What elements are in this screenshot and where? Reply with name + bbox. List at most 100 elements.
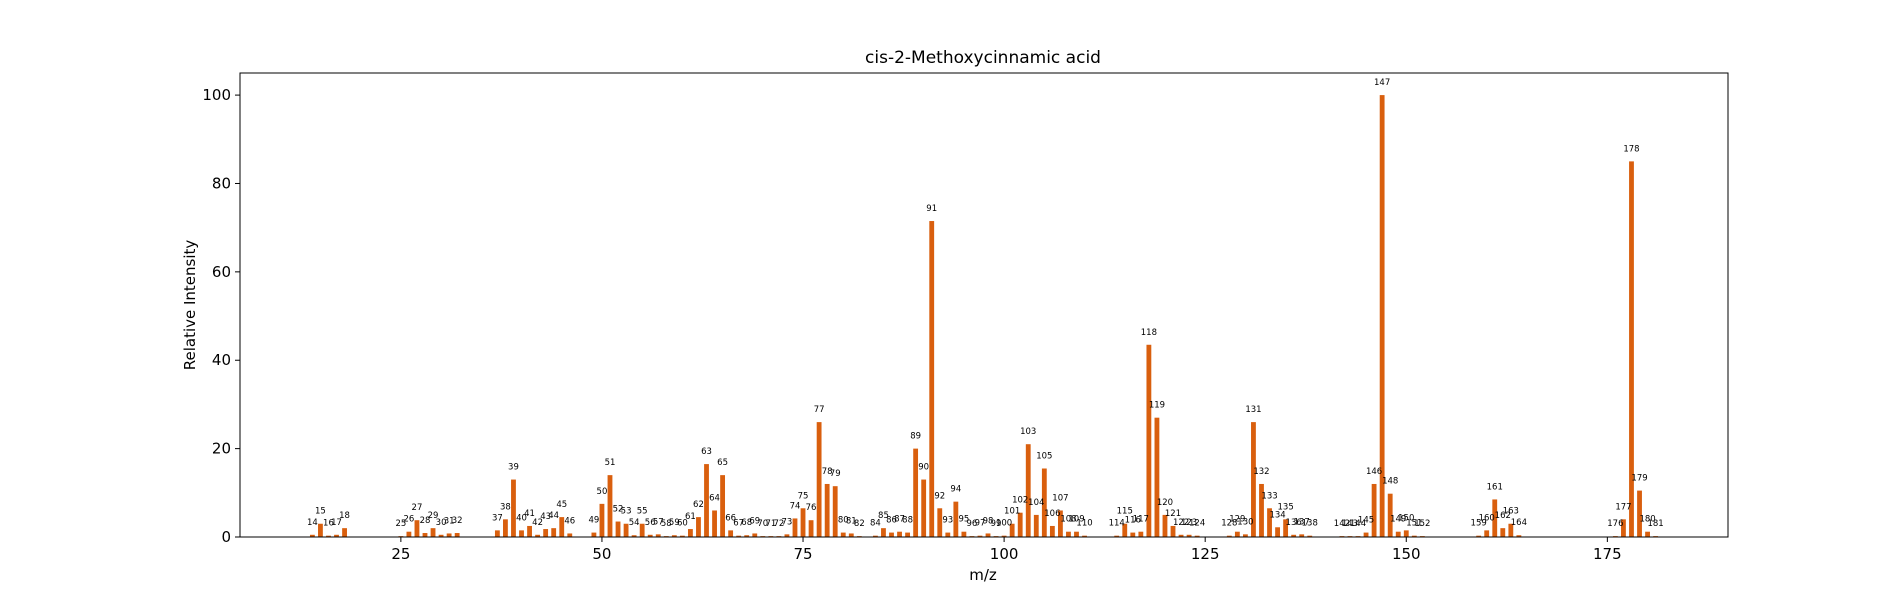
bar-label-mz-138: 138 — [1302, 519, 1318, 529]
bar-label-mz-152: 152 — [1414, 519, 1430, 529]
bar-mz-60 — [679, 535, 685, 537]
bar-label-mz-162: 162 — [1495, 511, 1511, 521]
bar-label-mz-77: 77 — [814, 405, 825, 415]
bar-label-mz-99: 99 — [991, 519, 1002, 529]
bar-label-mz-143: 143 — [1342, 519, 1358, 529]
bar-label-mz-54: 54 — [629, 518, 640, 528]
bar-label-mz-38: 38 — [500, 502, 511, 512]
bar-mz-93 — [945, 532, 951, 537]
bar-mz-40 — [519, 530, 524, 537]
bar-label-mz-179: 179 — [1631, 474, 1647, 484]
bar-label-mz-53: 53 — [621, 507, 632, 517]
bar-label-mz-144: 144 — [1350, 519, 1366, 529]
bar-label-mz-135: 135 — [1278, 502, 1294, 512]
bar-label-mz-76: 76 — [806, 503, 817, 513]
bar-mz-103 — [1025, 444, 1031, 537]
bar-mz-76 — [808, 520, 814, 537]
bar-label-mz-90: 90 — [918, 463, 929, 473]
bar-label-mz-59: 59 — [669, 518, 680, 528]
bar-mz-31 — [446, 533, 452, 537]
x-tick-label: 25 — [391, 545, 410, 563]
bar-label-mz-67: 67 — [733, 519, 744, 529]
bar-label-mz-73: 73 — [782, 517, 793, 527]
bar-mz-180 — [1645, 531, 1650, 537]
bar-label-mz-26: 26 — [403, 515, 414, 525]
bar-label-mz-148: 148 — [1382, 477, 1398, 487]
bar-mz-85 — [881, 528, 886, 537]
bar-mz-136 — [1291, 534, 1297, 537]
bar-mz-110 — [1082, 535, 1087, 537]
bar-mz-108 — [1066, 531, 1071, 537]
bar-label-mz-149: 149 — [1390, 515, 1406, 525]
bar-label-mz-85: 85 — [878, 511, 889, 521]
bar-mz-38 — [503, 519, 508, 537]
bar-label-mz-142: 142 — [1334, 519, 1350, 529]
bar-label-mz-129: 129 — [1229, 515, 1245, 525]
bar-label-mz-180: 180 — [1639, 515, 1655, 525]
bar-label-mz-96: 96 — [967, 519, 978, 529]
bar-mz-32 — [454, 533, 460, 537]
bar-mz-122 — [1178, 534, 1184, 537]
bar-mz-29 — [430, 528, 436, 537]
bar-label-mz-163: 163 — [1503, 507, 1519, 517]
bar-label-mz-84: 84 — [870, 519, 881, 529]
bar-label-mz-60: 60 — [677, 519, 688, 529]
bar-mz-106 — [1049, 525, 1055, 537]
bar-mz-65 — [720, 475, 726, 537]
bar-label-mz-134: 134 — [1269, 510, 1285, 520]
bar-label-mz-128: 128 — [1221, 519, 1237, 529]
bar-mz-41 — [527, 525, 532, 537]
bar-mz-16 — [326, 535, 331, 537]
bar-mz-57 — [655, 534, 661, 537]
bar-mz-97 — [977, 535, 983, 537]
x-tick-label: 125 — [1191, 545, 1220, 563]
x-tick-label: 100 — [990, 545, 1019, 563]
bar-label-mz-66: 66 — [725, 513, 736, 523]
bar-label-mz-80: 80 — [838, 516, 849, 526]
bar-mz-100 — [1001, 535, 1007, 537]
bar-label-mz-115: 115 — [1117, 507, 1133, 517]
bar-label-mz-124: 124 — [1189, 519, 1205, 529]
bar-mz-46 — [567, 533, 573, 537]
bar-mz-79 — [832, 486, 838, 537]
x-tick-label: 150 — [1392, 545, 1421, 563]
bar-mz-124 — [1194, 535, 1200, 537]
bar-mz-26 — [406, 531, 412, 537]
bar-mz-37 — [494, 530, 500, 537]
bar-mz-55 — [639, 523, 645, 537]
bar-label-mz-145: 145 — [1358, 516, 1374, 526]
bar-label-mz-43: 43 — [540, 512, 551, 522]
bar-label-mz-32: 32 — [452, 516, 463, 526]
bar-label-mz-29: 29 — [428, 511, 439, 521]
bar-label-mz-50: 50 — [597, 487, 608, 497]
bar-mz-66 — [728, 530, 734, 537]
bar-mz-62 — [696, 517, 701, 537]
bar-label-mz-101: 101 — [1004, 507, 1020, 517]
bar-label-mz-120: 120 — [1157, 498, 1173, 508]
bar-mz-91 — [929, 221, 935, 538]
bar-label-mz-41: 41 — [524, 509, 535, 519]
bar-mz-92 — [937, 508, 943, 537]
y-tick-label: 0 — [221, 528, 231, 546]
bar-label-mz-160: 160 — [1479, 513, 1495, 523]
bar-label-mz-82: 82 — [854, 519, 865, 529]
bar-label-mz-87: 87 — [894, 515, 905, 525]
bar-label-mz-92: 92 — [934, 491, 945, 501]
bar-mz-84 — [873, 535, 878, 537]
bar-label-mz-88: 88 — [902, 516, 913, 526]
bar-label-mz-95: 95 — [958, 515, 969, 525]
chart-title: cis-2-Methoxycinnamic acid — [865, 48, 1101, 68]
bar-label-mz-42: 42 — [532, 518, 543, 528]
bar-mz-68 — [744, 535, 750, 537]
bar-label-mz-98: 98 — [983, 516, 994, 526]
bar-mz-102 — [1017, 512, 1023, 537]
bar-label-mz-107: 107 — [1052, 493, 1068, 503]
bar-label-mz-104: 104 — [1028, 498, 1044, 508]
bar-mz-52 — [615, 521, 621, 537]
x-tick-label: 175 — [1593, 545, 1622, 563]
bar-label-mz-78: 78 — [822, 467, 833, 477]
bar-label-mz-121: 121 — [1165, 509, 1181, 519]
bar-mz-39 — [511, 479, 516, 537]
bar-mz-14 — [309, 534, 315, 537]
